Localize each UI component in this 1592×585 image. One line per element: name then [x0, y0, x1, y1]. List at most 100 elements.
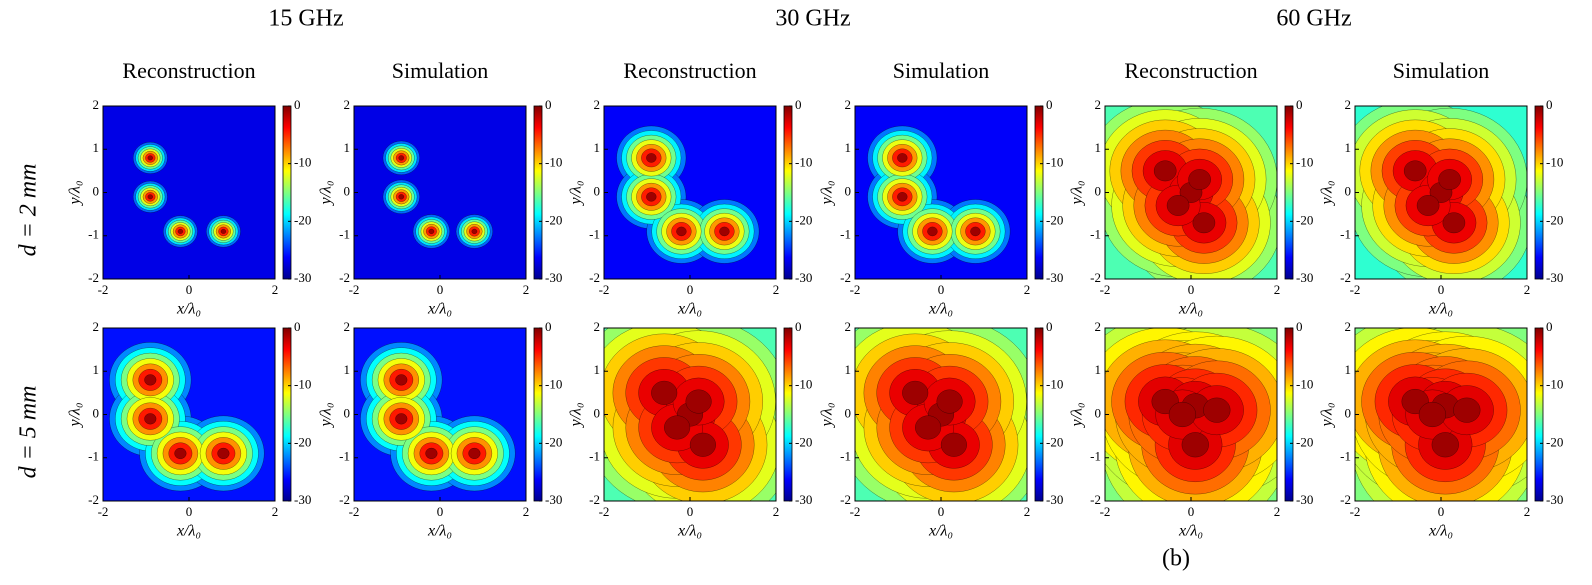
colorbar-tick-label: -20: [1546, 434, 1563, 449]
contour-background: [103, 106, 275, 279]
y-tick-label: 0: [845, 183, 852, 198]
y-tick-label: 1: [1095, 362, 1102, 377]
x-tick-label: 0: [1438, 282, 1445, 297]
y-tick-label: 0: [344, 183, 351, 198]
x-tick-label: 2: [272, 504, 279, 519]
y-tick-label: 1: [1345, 140, 1352, 155]
contour-fill: [398, 155, 405, 161]
contour-fill: [1192, 212, 1216, 234]
x-tick-label: -2: [1100, 282, 1111, 297]
colorbar-tick-label: -10: [294, 155, 311, 170]
colorbar: [1034, 327, 1044, 502]
contour-field: [1105, 328, 1277, 501]
contour-field: [1355, 106, 1527, 279]
contour-fill: [1181, 432, 1209, 458]
colorbar-tick-label: -30: [294, 492, 311, 507]
y-tick-label: -1: [88, 227, 99, 242]
contour-field: [604, 328, 776, 501]
y-tick-label: -1: [1090, 227, 1101, 242]
x-tick-label: -2: [349, 282, 360, 297]
x-axis-label: x/λ₀: [176, 523, 201, 540]
colorbar: [533, 327, 543, 502]
contour-fill: [651, 380, 678, 405]
contour-fill: [468, 447, 481, 460]
contour-field: [354, 328, 526, 501]
contour-field: [855, 106, 1027, 279]
y-tick-label: -2: [1340, 270, 1351, 285]
x-tick-label: -2: [98, 504, 109, 519]
y-tick-label: 0: [594, 405, 601, 420]
colorbar-tick-label: -30: [294, 270, 311, 285]
y-tick-label: 2: [344, 319, 351, 334]
contour-fill: [1168, 401, 1197, 428]
contour-fill: [147, 194, 154, 200]
y-tick-label: 0: [93, 405, 100, 420]
colorbar-tick-label: -30: [795, 492, 812, 507]
colorbar-tick-label: 0: [1046, 319, 1053, 334]
x-axis-label: x/λ₀: [1178, 523, 1203, 540]
y-tick-label: 1: [93, 140, 100, 155]
contour-fill: [1403, 160, 1427, 182]
contour-fill: [915, 415, 942, 440]
subplot: Reconstruction-2 0 2-2-1012x/λ₀y/λ₀0-10-20…: [1069, 58, 1314, 318]
y-tick-label: 0: [93, 183, 100, 198]
contour-fill: [1431, 432, 1459, 458]
colorbar-tick-label: -20: [545, 212, 562, 227]
contour-fill: [927, 226, 938, 237]
colorbar-tick-label: -20: [1296, 212, 1313, 227]
x-tick-label: 0: [687, 282, 694, 297]
subplot-title: Reconstruction: [122, 58, 255, 83]
x-tick-label: 0: [938, 504, 945, 519]
colorbar-tick-label: -10: [545, 377, 562, 392]
x-axis-label: x/λ₀: [928, 523, 953, 540]
colorbar-tick-label: -20: [1046, 212, 1063, 227]
x-axis-label: x/λ₀: [677, 523, 702, 540]
subplot: Reconstruction-2 0 2-2-1012x/λ₀y/λ₀0-10-20…: [568, 58, 813, 318]
x-axis-label: x/λ₀: [1428, 523, 1453, 540]
y-tick-label: -2: [1090, 270, 1101, 285]
y-tick-label: 1: [93, 362, 100, 377]
y-tick-label: 2: [845, 319, 852, 334]
colorbar-tick-label: 0: [1546, 319, 1553, 334]
colorbar-tick-label: 0: [795, 97, 802, 112]
y-tick-label: 2: [1095, 97, 1102, 112]
y-tick-label: 0: [1095, 405, 1102, 420]
y-tick-label: -2: [589, 270, 600, 285]
colorbar: [1284, 327, 1294, 502]
contour-field: [103, 328, 275, 501]
x-tick-label: 2: [1524, 282, 1531, 297]
x-axis-label: x/λ₀: [677, 301, 702, 318]
x-axis-label: x/λ₀: [1178, 301, 1203, 318]
contour-fill: [395, 413, 408, 425]
x-tick-label: -2: [1100, 504, 1111, 519]
contour-fill: [1153, 160, 1177, 182]
contour-fill: [398, 194, 405, 200]
column-header: 60 GHz: [1276, 6, 1351, 32]
contour-fill: [897, 192, 908, 202]
y-tick-label: -1: [589, 227, 600, 242]
y-tick-label: -1: [1090, 449, 1101, 464]
contour-fill: [1416, 195, 1440, 216]
y-tick-label: -1: [840, 449, 851, 464]
contour-fill: [425, 447, 438, 460]
y-tick-label: 1: [1345, 362, 1352, 377]
y-tick-label: 1: [344, 362, 351, 377]
colorbar-tick-label: -30: [1296, 492, 1313, 507]
colorbar-tick-label: -30: [545, 492, 562, 507]
colorbar: [783, 327, 793, 502]
x-tick-label: -2: [1350, 504, 1361, 519]
contour-field: [855, 328, 1027, 501]
column-header: 30 GHz: [775, 6, 850, 32]
colorbar-tick-label: -10: [1296, 377, 1313, 392]
contour-field: [103, 106, 275, 279]
contour-fill: [217, 447, 230, 460]
y-tick-label: 1: [594, 140, 601, 155]
x-tick-label: 2: [1274, 504, 1281, 519]
subplot-title: Simulation: [1393, 58, 1490, 83]
x-axis-label: x/λ₀: [928, 301, 953, 318]
